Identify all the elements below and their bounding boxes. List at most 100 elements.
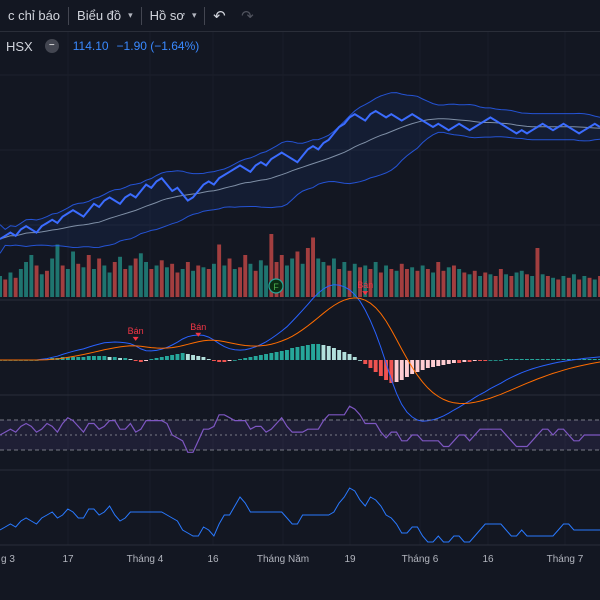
sell-marker-label: Bán	[357, 280, 373, 290]
volume-bar	[352, 263, 357, 298]
macd-histogram-bar	[217, 360, 222, 362]
volume-bar	[441, 270, 446, 298]
volume-bar	[587, 277, 592, 298]
volume-bar	[29, 255, 34, 297]
macd-histogram-bar	[420, 360, 425, 370]
grid-lines	[0, 32, 600, 545]
sell-marker-arrow	[132, 336, 139, 341]
profile-label: Hồ sơ	[149, 8, 185, 23]
macd-histogram-bar	[592, 359, 597, 360]
volume-bar	[279, 255, 284, 297]
financial-badge-circle[interactable]	[268, 278, 284, 294]
macd-histogram-bar	[530, 359, 535, 360]
volume-bar	[446, 267, 451, 298]
profile-button[interactable]: Hồ sơ ▾	[142, 0, 205, 31]
macd-histogram-bar	[425, 360, 430, 368]
macd-histogram-bar	[582, 359, 587, 360]
macd-histogram-bar	[128, 359, 133, 360]
macd-histogram-bar	[378, 360, 383, 376]
volume-bar	[258, 260, 263, 298]
chart-type-button[interactable]: Biểu đồ ▾	[69, 0, 141, 31]
volume-bar	[373, 262, 378, 297]
volume-bar	[368, 269, 373, 297]
macd-histogram-bar	[509, 359, 514, 360]
macd-histogram-bar	[159, 357, 164, 360]
macd-histogram-bar	[175, 354, 180, 360]
macd-histogram-bar	[525, 359, 529, 360]
financial-badge[interactable]: F	[268, 278, 284, 294]
macd-histogram-bar	[493, 360, 498, 361]
volume-bar	[561, 276, 566, 297]
volume-bar	[264, 265, 268, 297]
macd-histogram-bar	[566, 359, 571, 360]
time-axis-label: Tháng 4	[127, 554, 164, 565]
redo-button[interactable]: ↷	[233, 0, 261, 31]
macd-histogram-bar	[206, 359, 211, 360]
macd-histogram-bar	[436, 360, 441, 366]
last-price: 114.10	[72, 39, 109, 53]
macd-histogram-bar	[587, 359, 592, 360]
macd-histogram-bar	[384, 360, 388, 380]
close-price-line	[0, 109, 600, 240]
volume-bar	[509, 276, 514, 297]
macd-histogram-bar	[269, 353, 274, 360]
price-line	[0, 109, 600, 240]
macd-histogram-bar	[457, 360, 462, 363]
symbol-legend: HSX − 114.10 −1.90 (−1.64%)	[0, 38, 199, 54]
macd-histogram-bar	[279, 351, 284, 360]
chevron-down-icon: ▾	[128, 10, 133, 20]
macd-histogram-bar	[347, 354, 352, 360]
signal-line	[0, 297, 600, 405]
macd-histogram-bar	[76, 357, 81, 360]
macd-histogram-bar	[138, 360, 143, 362]
macd-histogram-bar	[561, 359, 566, 360]
volume-bar	[431, 272, 435, 297]
volume-bar	[290, 258, 295, 297]
collapse-legend-button[interactable]: −	[44, 39, 59, 53]
volume-bar	[185, 262, 190, 297]
volume-bar	[519, 270, 524, 298]
volume-bar	[540, 274, 545, 298]
volume-bar	[305, 248, 310, 297]
macd-histogram-bar	[332, 348, 336, 360]
volume-bar	[425, 269, 430, 297]
undo-button[interactable]: ↶	[205, 0, 233, 31]
volume-bar	[577, 279, 582, 297]
macd-line	[0, 284, 600, 422]
volume-bar	[232, 269, 237, 297]
time-axis-label: Tháng 7	[547, 554, 584, 565]
oscillator-pane	[0, 487, 600, 543]
time-axis-label: Tháng Năm	[257, 554, 309, 565]
toolbar-divider	[140, 6, 142, 25]
macd-histogram-bar	[373, 360, 378, 372]
volume-bar	[102, 265, 107, 297]
volume-bar	[452, 265, 456, 297]
macd-histogram-bar	[92, 356, 96, 360]
volume-bar	[243, 255, 248, 297]
macd-histogram-bar	[514, 359, 519, 360]
macd-pane: Bán Bán Bán	[0, 280, 600, 422]
bb-lower-line	[0, 131, 600, 254]
price-change: −1.90 (−1.64%)	[116, 39, 200, 53]
macd-histogram-bar	[472, 360, 477, 361]
macd-histogram-bar	[154, 358, 159, 360]
volume-bar	[556, 279, 561, 297]
macd-histogram-bar	[415, 360, 420, 372]
macd-histogram-bar	[316, 344, 321, 360]
macd-histogram-bar	[300, 346, 305, 360]
volume-bar	[488, 274, 493, 298]
volume-bar	[60, 265, 65, 297]
volume-bar	[123, 269, 128, 297]
macd-histogram-bar	[342, 352, 347, 360]
volume-bar	[530, 276, 535, 297]
macd-histogram-bar	[191, 355, 195, 360]
macd-histogram-bar	[123, 358, 128, 360]
volume-bar	[81, 267, 86, 298]
volume-bar	[332, 258, 336, 297]
sell-marker-arrow	[362, 291, 369, 296]
macd-histogram-bar	[112, 357, 117, 360]
macd-histogram-bar	[290, 348, 295, 360]
indicators-button[interactable]: c chỉ báo	[0, 0, 68, 31]
volume-bar	[363, 265, 368, 297]
